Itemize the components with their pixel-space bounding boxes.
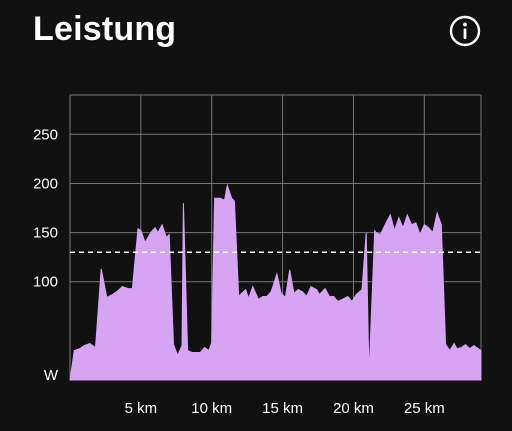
y-axis-ticks: W 100 150 200 250 [33,126,59,384]
y-tick-label-150: 150 [33,225,58,242]
y-tick-label-250: 250 [33,126,58,143]
x-tick-label-5: 5 km [125,400,158,417]
x-tick-label-10: 10 km [191,400,232,417]
y-tick-label-0: W [44,367,59,384]
power-area [69,183,482,381]
y-tick-label-200: 200 [33,175,58,192]
y-tick-label-100: 100 [33,274,58,291]
area-layer [69,183,482,381]
info-button[interactable] [449,15,481,47]
info-circle-icon [449,15,481,47]
x-tick-label-20: 20 km [333,400,374,417]
x-tick-label-25: 25 km [404,400,445,417]
x-tick-label-15: 15 km [262,400,303,417]
x-axis-ticks: 5 km 10 km 15 km 20 km 25 km [125,400,445,417]
page-title: Leistung [33,10,177,48]
